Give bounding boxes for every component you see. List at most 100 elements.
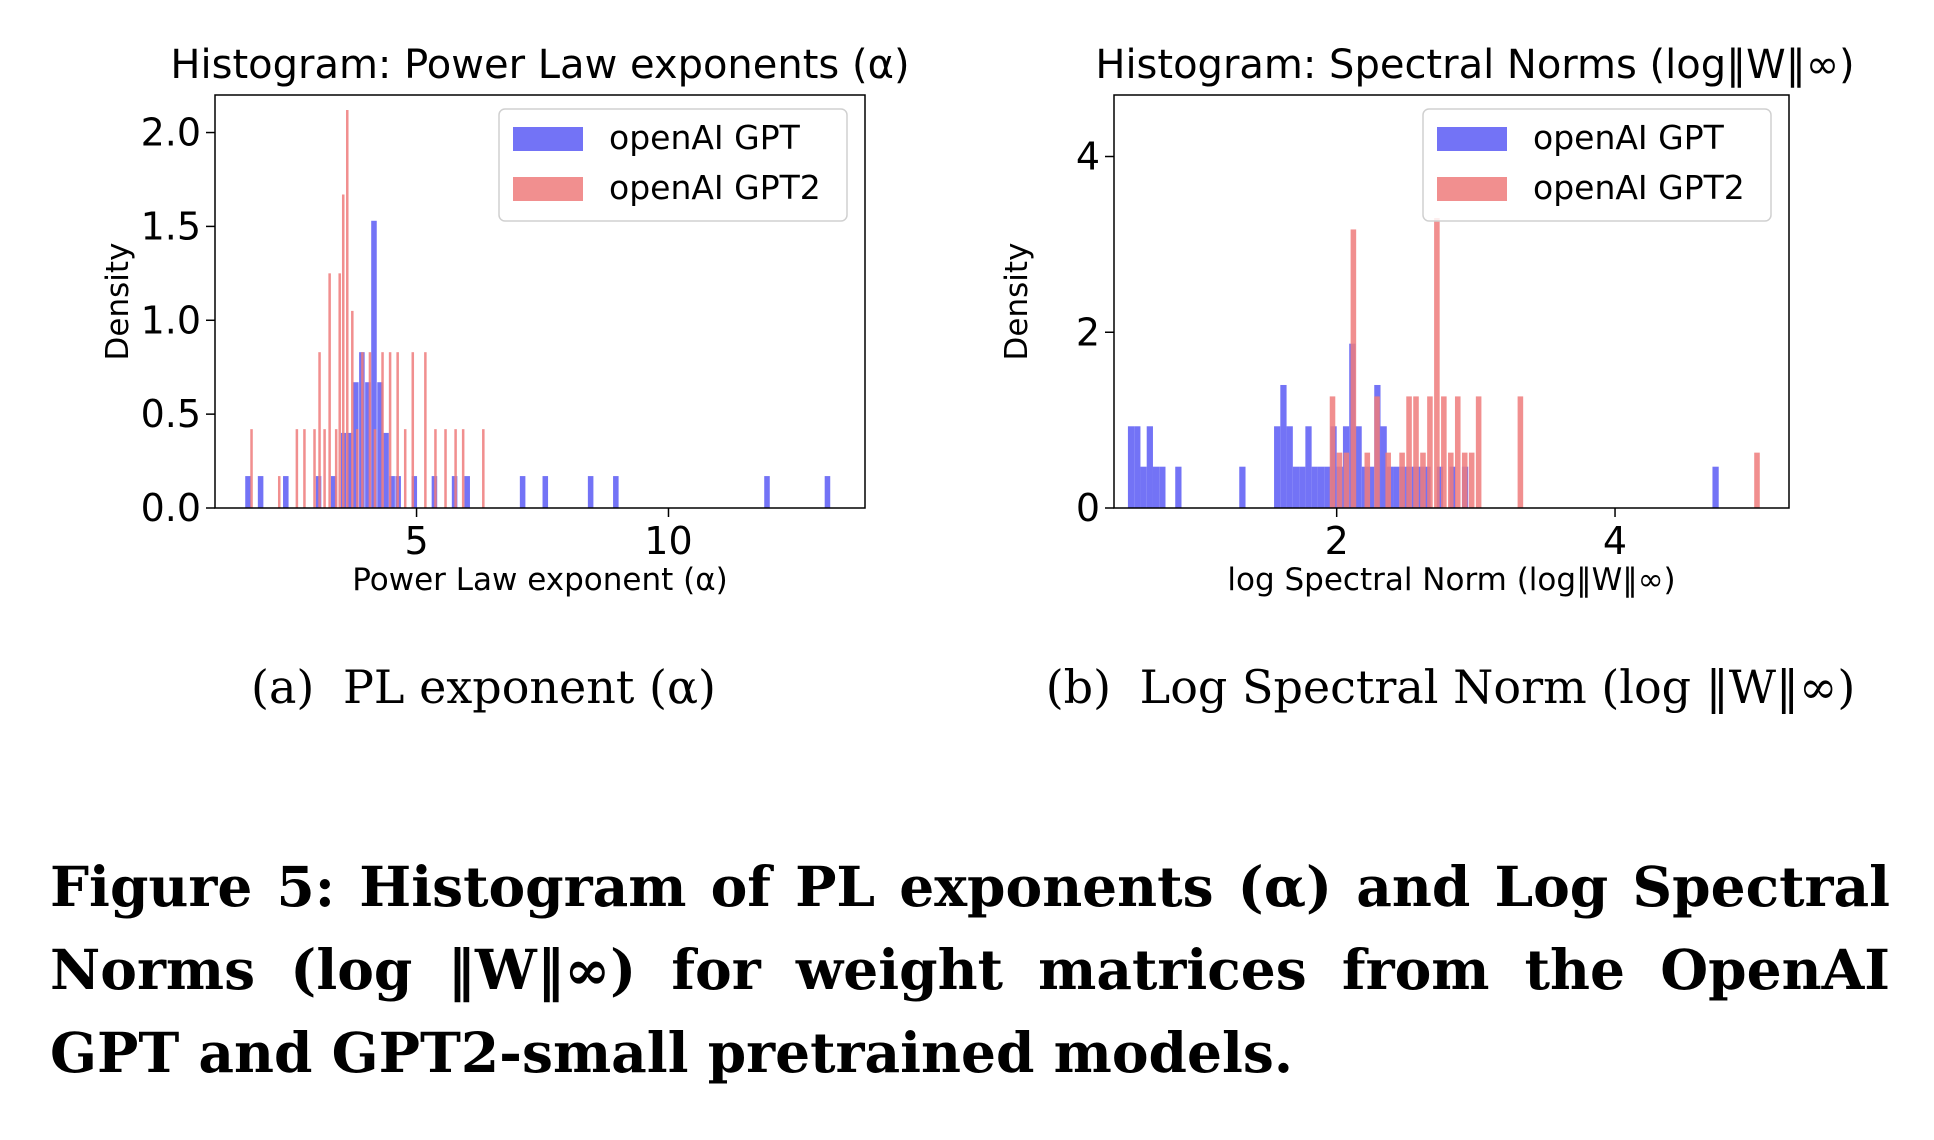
bar-b-gpt-25 (1380, 426, 1387, 508)
bar-b-gpt-10 (1286, 426, 1293, 508)
bar-b-gpt-36 (1712, 466, 1719, 508)
y-axis-label-b: Density (999, 243, 1035, 361)
bar-a-gpt-12 (383, 432, 389, 508)
bar-a-gpt2-8 (334, 429, 338, 508)
bar-a-gpt-13 (389, 476, 395, 508)
bar-b-gpt2-0 (1329, 396, 1336, 508)
series-b-gpt2 (1329, 218, 1760, 508)
bar-b-gpt2-4 (1364, 452, 1371, 508)
bar-a-gpt2-16 (373, 429, 377, 508)
bar-a-gpt-15 (411, 476, 418, 508)
legend-label-b-gpt2: openAI GPT2 (1533, 168, 1745, 207)
bar-a-gpt2-18 (388, 352, 392, 508)
bar-a-gpt2-15 (368, 352, 372, 508)
bar-b-gpt-2 (1140, 466, 1147, 508)
bar-b-gpt2-17 (1468, 452, 1475, 508)
bar-a-gpt2-2 (295, 429, 299, 508)
bar-a-gpt2-7 (328, 273, 331, 508)
y-tick-label-a-1: 0.5 (141, 392, 201, 436)
y-tick-label-b-0: 0 (1076, 486, 1100, 530)
bar-b-gpt2-10 (1420, 452, 1426, 508)
bar-b-gpt-9 (1280, 384, 1287, 508)
bar-b-gpt-5 (1159, 466, 1166, 508)
bar-b-gpt-3 (1146, 426, 1153, 508)
bar-a-gpt-6 (347, 432, 353, 508)
bar-a-gpt2-6 (323, 429, 326, 508)
bar-a-gpt2-17 (381, 352, 384, 508)
bar-a-gpt2-14 (361, 352, 364, 508)
bar-b-gpt2-6 (1385, 452, 1391, 508)
x-axis-label-b: log Spectral Norm (log‖W‖∞) (1227, 562, 1675, 598)
bar-b-gpt2-8 (1406, 396, 1412, 508)
x-tick-label-b-1: 4 (1603, 519, 1627, 563)
legend-box-b (1422, 108, 1772, 222)
bar-b-gpt-11 (1292, 466, 1300, 508)
bar-b-gpt2-20 (1754, 452, 1760, 508)
x-axis-label-a: Power Law exponent (α) (352, 562, 728, 598)
bar-a-gpt-22 (613, 476, 619, 508)
bar-b-gpt-23 (1367, 466, 1375, 508)
bar-a-gpt2-10 (341, 194, 345, 508)
bar-b-gpt2-3 (1350, 229, 1357, 508)
chart-title-a: Histogram: Power Law exponents (α) (170, 42, 909, 88)
y-tick-label-b-1: 2 (1076, 310, 1100, 354)
bar-a-gpt-24 (824, 476, 831, 508)
bar-a-gpt-7 (353, 382, 359, 508)
bar-a-gpt2-5 (318, 352, 321, 508)
y-axis-label-a: Density (100, 243, 136, 361)
bar-a-gpt-19 (519, 476, 526, 508)
bar-b-gpt2-9 (1413, 396, 1419, 508)
bar-a-gpt2-19 (396, 352, 399, 508)
bar-a-gpt2-9 (338, 273, 341, 508)
legend-swatch-b-gpt2 (1437, 177, 1507, 201)
bar-a-gpt-11 (377, 382, 383, 508)
bar-a-gpt2-25 (454, 429, 457, 508)
bar-a-gpt-20 (542, 476, 549, 508)
subcaption-b: (b) Log Spectral Norm (log ‖W‖∞) (967, 660, 1934, 714)
legend-label-a-gpt: openAI GPT (609, 118, 801, 157)
bar-b-gpt2-19 (1517, 396, 1524, 508)
bar-a-gpt-1 (257, 476, 264, 508)
x-tick-label-a-0: 5 (404, 519, 428, 563)
bar-b-gpt-33 (1436, 466, 1444, 508)
bar-a-gpt-23 (764, 476, 770, 508)
bar-a-gpt2-23 (434, 429, 437, 508)
bar-b-gpt-21 (1355, 426, 1362, 508)
bar-a-gpt2-0 (250, 429, 253, 508)
y-tick-label-b-2: 4 (1076, 135, 1100, 179)
bar-a-gpt2-22 (424, 352, 427, 508)
y-tick-label-a-2: 1.0 (141, 298, 201, 342)
series-a-gpt (245, 220, 831, 508)
legend-swatch-a-gpt2 (513, 177, 583, 201)
bar-a-gpt-10 (371, 220, 377, 508)
subcaption-a-label: (a) (251, 660, 315, 714)
bar-b-gpt-12 (1299, 466, 1306, 508)
y-tick-label-a-4: 2.0 (141, 111, 201, 155)
legend-a: openAI GPT openAI GPT2 (498, 108, 848, 222)
x-tick-label-a-1: 10 (644, 519, 692, 563)
chart-title-b: Histogram: Spectral Norms (log‖W‖∞) (1095, 42, 1854, 88)
bar-b-gpt2-5 (1374, 396, 1380, 508)
bar-b-gpt2-1 (1336, 452, 1343, 508)
bar-a-gpt2-26 (461, 429, 465, 508)
bar-a-gpt2-21 (411, 352, 415, 508)
y-tick-label-a-3: 1.5 (141, 204, 201, 248)
legend-label-a-gpt2: openAI GPT2 (609, 168, 821, 207)
series-a-gpt2 (250, 110, 485, 508)
bar-a-gpt2-1 (277, 476, 281, 508)
subcaption-a-text: PL exponent (α) (342, 660, 716, 714)
bar-a-gpt-21 (587, 476, 594, 508)
bar-b-gpt2-18 (1475, 396, 1482, 508)
bar-b-gpt-27 (1393, 466, 1400, 508)
bar-b-gpt-13 (1305, 426, 1312, 508)
bar-a-gpt2-11 (346, 110, 349, 508)
bar-a-gpt-0 (245, 476, 251, 508)
bar-a-gpt-18 (464, 476, 470, 508)
histogram-panel-a: Histogram: Power Law exponents (α) 0.0 0.5… (100, 42, 910, 598)
legend-swatch-a-gpt (513, 127, 583, 151)
bar-a-gpt2-4 (313, 429, 316, 508)
bar-b-gpt-14 (1311, 466, 1318, 508)
bar-b-gpt2-12 (1434, 218, 1440, 508)
legend-b: openAI GPT openAI GPT2 (1422, 108, 1772, 222)
bar-a-gpt2-20 (403, 429, 407, 508)
